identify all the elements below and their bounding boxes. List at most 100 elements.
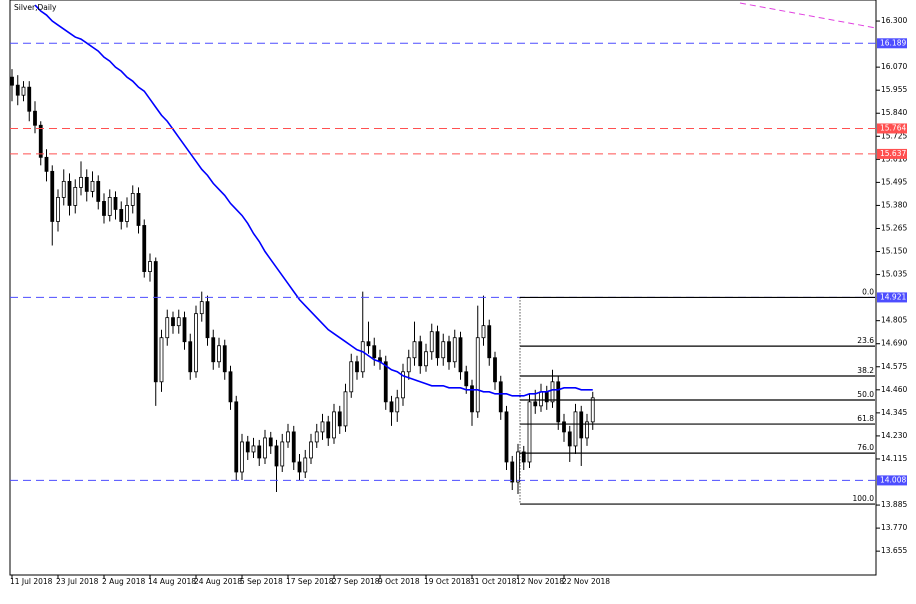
candle-body [142, 225, 147, 272]
candle-body [481, 325, 486, 339]
y-tick-label: 14.690 [881, 339, 907, 348]
candle-body [33, 110, 37, 126]
chart-title: Silver,Daily [14, 3, 57, 12]
candle-body [102, 201, 106, 216]
candle-body [125, 205, 129, 222]
x-tick-label: 17 Sep 2018 [286, 577, 334, 586]
candle-body [320, 421, 325, 433]
candle-body [268, 437, 273, 447]
candle-body [303, 457, 308, 473]
candle-body [452, 337, 457, 363]
candle-body [257, 445, 262, 459]
fib-label: 50.0 [857, 390, 874, 399]
candle-body [458, 337, 463, 373]
candle-body [539, 391, 543, 407]
candle-body [119, 209, 124, 222]
moving-average [34, 4, 593, 397]
x-tick-label: 9 Oct 2018 [378, 577, 420, 586]
y-tick-label: 15.265 [881, 223, 907, 232]
candle-body [326, 421, 331, 439]
candle-body [562, 421, 566, 433]
candle-body [153, 261, 158, 383]
candle-body [61, 180, 66, 198]
candle-body [211, 337, 216, 363]
candle-body [240, 441, 244, 473]
candle-body [38, 124, 43, 158]
candle-body [27, 86, 32, 112]
candle-body [424, 351, 428, 367]
y-tick-label: 14.460 [881, 385, 907, 394]
candle-body [79, 176, 83, 188]
candle-body [475, 337, 480, 413]
candle-body [96, 180, 101, 202]
y-tick-label: 14.345 [881, 408, 907, 417]
y-tick-label: 13.770 [881, 523, 907, 532]
y-tick-label: 14.575 [881, 362, 907, 371]
y-tick-label: 13.885 [881, 500, 907, 509]
candle-body [504, 411, 509, 463]
candle-body [280, 441, 285, 467]
y-tick-label: 14.230 [881, 431, 907, 440]
y-tick-label: 15.840 [881, 108, 907, 117]
candle-body [84, 176, 89, 192]
fib-label: 38.2 [857, 366, 874, 375]
candle-body [493, 357, 497, 383]
candle-body [412, 341, 417, 359]
candle-body [406, 357, 411, 373]
candle-body [159, 337, 164, 383]
candle-body [395, 397, 400, 413]
fib-label: 76.0 [857, 443, 874, 452]
price-label-box [877, 148, 907, 159]
y-tick-label: 16.070 [881, 62, 907, 71]
x-tick-label: 23 Jul 2018 [56, 577, 99, 586]
candle-body [15, 84, 20, 96]
candle-body [470, 385, 474, 413]
price-label: 15.764 [880, 123, 906, 132]
candle-body [113, 197, 118, 210]
candle-body [194, 313, 198, 373]
candle-body [10, 76, 14, 86]
candle-body [516, 451, 520, 483]
fib-label: 100.0 [853, 494, 875, 503]
x-tick-label: 14 Aug 2018 [148, 577, 196, 586]
candle-body [245, 441, 250, 453]
candle-body [401, 371, 405, 399]
candle-body [21, 86, 26, 96]
candle-body [199, 301, 204, 315]
candle-body [550, 381, 555, 403]
x-tick-label: 27 Sep 2018 [332, 577, 380, 586]
candle-body [67, 180, 72, 206]
y-tick-label: 15.380 [881, 200, 907, 209]
candle-body [337, 411, 342, 427]
candle-body [418, 341, 423, 367]
candle-body [297, 461, 302, 473]
candle-body [217, 345, 221, 363]
x-tick-label: 2 Aug 2018 [102, 577, 145, 586]
candle-body [176, 317, 181, 327]
candle-body [429, 331, 434, 353]
candle-body [73, 186, 78, 206]
x-tick-label: 19 Oct 2018 [424, 577, 471, 586]
candle-body [188, 341, 193, 373]
candle-body [56, 197, 60, 222]
price-label: 14.921 [880, 292, 906, 301]
candle-body [148, 261, 152, 272]
candle-body [498, 381, 503, 413]
candle-body [136, 193, 141, 226]
candle-body [228, 371, 233, 403]
candle-body [435, 331, 440, 359]
plot-frame [9, 0, 877, 576]
candle-body [372, 345, 377, 359]
candle-body [585, 421, 589, 439]
candle-body [309, 441, 313, 459]
y-tick-label: 14.805 [881, 316, 907, 325]
y-tick-label: 13.655 [881, 546, 907, 555]
candle-body [533, 401, 538, 407]
y-tick-label: 15.955 [881, 85, 907, 94]
price-label-box [877, 475, 907, 486]
candle-body [171, 317, 175, 327]
candle-body [263, 437, 267, 459]
fib-label: 61.8 [857, 414, 874, 423]
candle-body [573, 411, 578, 447]
